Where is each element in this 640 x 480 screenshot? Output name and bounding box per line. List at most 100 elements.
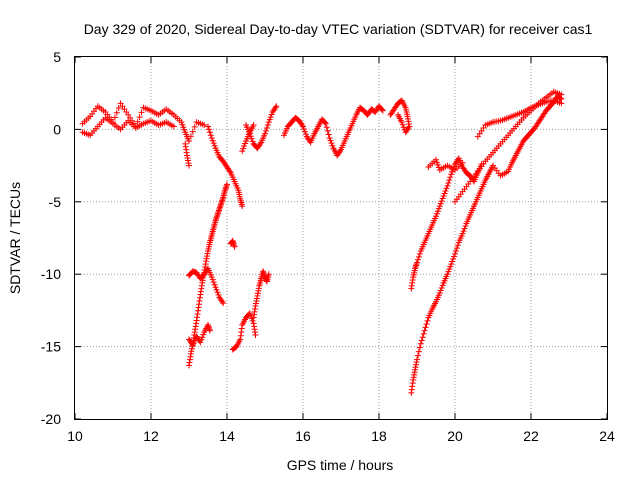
data-point [246, 310, 253, 317]
data-point [445, 268, 452, 275]
data-point [447, 263, 454, 270]
data-point [452, 248, 459, 255]
x-tick-label: 10 [67, 428, 83, 444]
data-point [438, 198, 445, 205]
data-point [241, 143, 248, 150]
data-point [439, 282, 446, 289]
data-point [208, 135, 215, 142]
data-point [206, 129, 213, 136]
data-point [450, 255, 457, 262]
y-tick-label: -15 [41, 339, 61, 355]
data-point [414, 356, 420, 363]
data-point [322, 120, 329, 127]
series-dip-h [250, 268, 272, 321]
data-point [186, 137, 192, 144]
data-point [433, 159, 440, 166]
data-point [448, 261, 455, 268]
data-point [462, 223, 469, 230]
data-point [402, 129, 409, 136]
data-point [557, 95, 564, 102]
data-point [187, 133, 194, 140]
data-point [211, 142, 218, 149]
data-point [301, 128, 308, 135]
data-point [459, 159, 466, 166]
data-point [197, 339, 204, 346]
data-point [434, 208, 441, 215]
data-point [211, 281, 218, 288]
data-point [262, 130, 268, 137]
data-point [454, 242, 461, 249]
data-point [323, 124, 330, 131]
data-point [170, 123, 177, 130]
data-point [419, 334, 426, 341]
data-point [208, 274, 215, 281]
data-point [420, 330, 427, 337]
data-point [416, 250, 423, 257]
data-point [263, 124, 270, 131]
data-point [447, 174, 454, 181]
series-late-cluster [387, 97, 413, 136]
data-point [199, 334, 206, 341]
series-mid-1 [243, 103, 280, 152]
data-point [299, 122, 306, 129]
data-point [460, 228, 467, 235]
x-tick-label: 20 [447, 428, 463, 444]
data-point [448, 171, 455, 178]
x-tick-label: 18 [371, 428, 387, 444]
data-point [422, 324, 429, 331]
series-main-early [79, 100, 208, 144]
series-dip-a [182, 140, 192, 169]
x-tick-label: 14 [219, 428, 235, 444]
data-point [433, 213, 439, 220]
data-point [134, 118, 141, 125]
data-point [324, 127, 331, 134]
data-point [273, 103, 280, 110]
data-point [210, 140, 217, 147]
data-point [272, 104, 279, 111]
series-dip-b [186, 181, 230, 369]
data-point [180, 124, 187, 131]
series-recover-lower [408, 93, 565, 396]
data-point [437, 200, 444, 207]
x-tick-label: 16 [295, 428, 311, 444]
data-point [300, 123, 306, 130]
data-point [198, 336, 205, 343]
data-point [436, 203, 443, 210]
data-point [434, 161, 441, 168]
data-point [378, 106, 385, 113]
data-point [207, 132, 214, 139]
series-dip-g [229, 310, 259, 353]
data-point [181, 126, 188, 133]
data-point [399, 121, 406, 128]
data-point [206, 327, 213, 334]
data-point [395, 111, 401, 118]
data-point [302, 131, 309, 138]
data-point [249, 317, 256, 324]
series-mid-2 [239, 122, 257, 155]
series-dip-e [205, 123, 246, 210]
data-point [444, 182, 451, 189]
data-point [226, 168, 233, 175]
data-point [445, 179, 452, 186]
data-point [186, 162, 192, 169]
data-point [189, 128, 196, 135]
data-point [267, 114, 274, 121]
series-dip-d [186, 321, 213, 349]
data-point [379, 107, 386, 114]
data-point [191, 123, 198, 130]
data-point [321, 119, 328, 126]
data-point [449, 258, 456, 265]
data-point [400, 124, 407, 131]
data-point [205, 123, 211, 130]
data-point [401, 126, 408, 133]
x-tick-label: 12 [143, 428, 159, 444]
y-tick-label: -5 [49, 194, 62, 210]
data-point [240, 145, 247, 152]
data-point [252, 332, 259, 339]
plot-frame [74, 56, 608, 420]
y-tick-label: 0 [53, 121, 61, 137]
series-dip-c [186, 265, 227, 307]
chart-title: Day 329 of 2020, Sidereal Day-to-day VTE… [84, 21, 593, 37]
data-point [242, 140, 249, 147]
data-point [265, 119, 272, 126]
